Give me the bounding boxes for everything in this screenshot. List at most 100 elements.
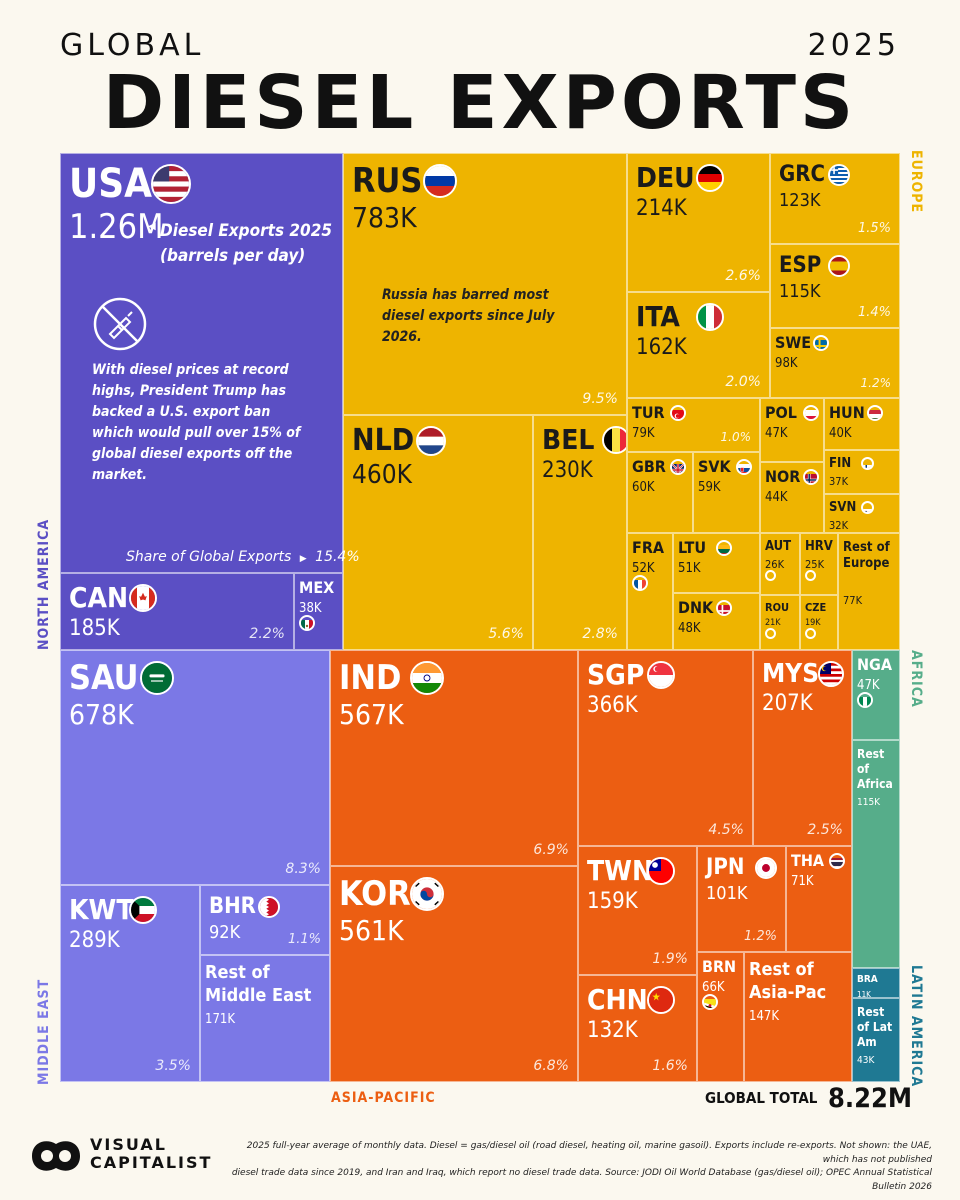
tile-hun: HUN 40K: [824, 398, 900, 450]
tile-swe: SWE 98K 1.2%: [770, 328, 900, 398]
tile-share: 5.6%: [488, 626, 524, 642]
usa-callout-line1: Diesel Exports 2025: [160, 221, 332, 241]
gr-flag-icon: [827, 164, 850, 186]
tile-value: 38K: [299, 601, 322, 616]
tile-value: 51K: [678, 561, 701, 576]
gb-flag-icon: [669, 459, 686, 475]
tile-value: 43K: [857, 1055, 875, 1066]
pl-flag-icon: [802, 405, 819, 421]
global-total-label: GLOBAL TOTAL: [705, 1089, 818, 1107]
tile-value: 52K: [632, 561, 655, 576]
tile-share: 2.5%: [807, 822, 843, 838]
tile-svk: SVK 59K: [693, 452, 760, 533]
tile-label: CHN: [587, 983, 648, 1016]
tile-value: 19K: [805, 618, 821, 628]
tile-share: 6.8%: [533, 1058, 569, 1074]
tile-label: KOR: [339, 874, 411, 914]
header-kicker: GLOBAL: [60, 28, 205, 63]
brand-line2: CAPITALIST: [90, 1152, 213, 1172]
ru-flag-icon: [423, 164, 458, 198]
tile-share: 1.9%: [652, 951, 688, 967]
tile-label: SWE: [775, 333, 812, 352]
tile-fin: FIN 37K: [824, 450, 900, 494]
tile-label: MYS: [762, 659, 820, 689]
es-flag-icon: [827, 255, 850, 277]
tile-esp: ESP 115K 1.4%: [770, 244, 900, 328]
tile-rest-of-asia-pac: Rest of Asia-Pac 147K: [744, 952, 852, 1082]
tile-label: Rest of Africa: [857, 747, 893, 791]
fi-flag-icon: [861, 457, 875, 470]
tile-label: ITA: [636, 300, 680, 333]
tile-label: IND: [339, 658, 402, 698]
si-flag-icon: [861, 501, 875, 514]
tile-value: 123K: [779, 190, 821, 211]
tile-brn: BRN 66K: [697, 952, 744, 1082]
tile-label: BRA: [857, 974, 878, 985]
ng-flag-icon: [857, 692, 873, 708]
brand-name: VISUAL CAPITALIST: [90, 1136, 212, 1171]
tile-value: 11K: [857, 990, 871, 998]
tile-label: Rest of Europe: [843, 540, 890, 572]
tile-value: 185K: [69, 616, 120, 641]
tile-value: 40K: [829, 426, 852, 441]
tile-label: DEU: [636, 161, 695, 194]
tile-rest-of-middle-east: Rest of Middle East 171K: [200, 955, 330, 1082]
mx-flag-icon: [299, 615, 315, 631]
it-flag-icon: [696, 303, 725, 331]
tile-svn: SVN 32K: [824, 494, 900, 533]
tile-value: 48K: [678, 621, 701, 636]
tile-label: NOR: [765, 467, 801, 486]
tile-label: ESP: [779, 253, 822, 278]
tile-twn: TWN 159K 1.9%: [578, 846, 697, 975]
bh-flag-icon: [257, 896, 280, 918]
tile-grc: GRC 123K 1.5%: [770, 153, 900, 244]
region-label-north-america: NORTH AMERICA: [36, 518, 52, 650]
tile-value: 26K: [765, 558, 785, 571]
tile-share: 1.5%: [857, 221, 891, 236]
footer-note: 2025 full-year average of monthly data. …: [220, 1140, 932, 1194]
region-label-africa: AFRICA: [908, 650, 924, 708]
tile-value: 101K: [706, 883, 748, 904]
tile-value: 171K: [205, 1012, 235, 1027]
tile-value: 230K: [542, 458, 593, 483]
tile-value: 783K: [352, 201, 417, 234]
tile-jpn: JPN 101K 1.2%: [697, 846, 786, 952]
brand-line1: VISUAL: [90, 1135, 167, 1154]
tile-label: BEL: [542, 423, 595, 456]
tile-value: 21K: [765, 618, 781, 628]
tile-label: TWN: [587, 854, 654, 887]
tile-share: 2.6%: [725, 268, 761, 284]
tile-share: 1.4%: [857, 305, 891, 320]
tile-share: 9.5%: [582, 391, 618, 407]
tile-value: 77K: [843, 593, 863, 607]
ca-flag-icon: [129, 584, 158, 612]
cn-flag-icon: [647, 986, 676, 1014]
sg-flag-icon: [647, 661, 676, 689]
tile-label: LTU: [678, 538, 707, 557]
tile-value: 32K: [829, 519, 849, 532]
tile-nga: NGA 47K: [852, 650, 900, 740]
tile-label: MEX: [299, 578, 335, 597]
ro-flag-icon: [765, 628, 776, 639]
tile-label: POL: [765, 403, 797, 422]
tile-label: HRV: [805, 539, 833, 554]
region-label-europe: EUROPE: [908, 150, 924, 214]
tile-label: USA: [69, 161, 152, 207]
tile-label: RUS: [352, 161, 423, 201]
tile-dnk: DNK 48K: [673, 593, 760, 650]
tile-value: 1.26M: [69, 207, 164, 247]
tile-share: 3.5%: [155, 1058, 191, 1074]
region-label-asia-pacific: ASIA-PACIFIC: [331, 1090, 436, 1106]
tile-label: FIN: [829, 456, 852, 471]
tile-usa: USA 1.26M: [60, 153, 343, 573]
global-total-value: 8.22M: [828, 1083, 913, 1114]
tile-label: FRA: [632, 538, 665, 557]
tile-can: CAN 185K 2.2%: [60, 573, 294, 650]
region-label-middle-east: MIDDLE EAST: [36, 978, 52, 1085]
tile-share: 2.0%: [725, 374, 761, 390]
tile-label: CAN: [69, 581, 129, 614]
tile-value: 567K: [339, 698, 404, 731]
tile-kwt: KWT 289K 3.5%: [60, 885, 200, 1082]
at-flag-icon: [765, 570, 776, 581]
tile-share: 4.5%: [708, 822, 744, 838]
